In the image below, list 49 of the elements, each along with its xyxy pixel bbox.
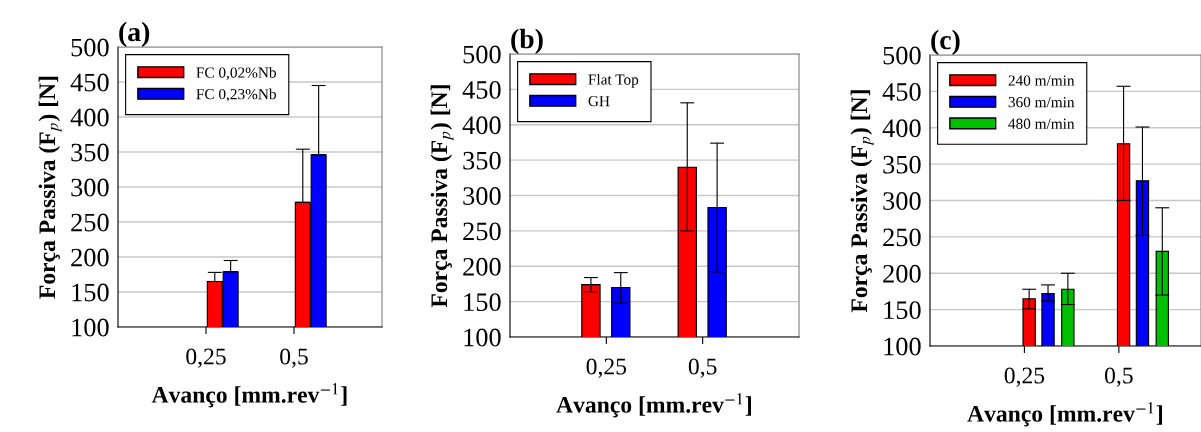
legend-label: FC 0,23%Nb (196, 88, 276, 102)
chart-title: (c) (931, 29, 960, 55)
y-tick-label: 350 (463, 151, 501, 170)
y-axis-title: Força Passiva (F$_{p}$) [N] (38, 76, 62, 299)
x-tick-label: 0,25 (1004, 367, 1045, 387)
y-tick-label: 100 (72, 318, 109, 337)
y-axis-title: Força Passiva (F$_{p}$) [N] (850, 90, 874, 313)
y-tick-label: 300 (883, 192, 921, 210)
x-axis-title: Avanço [mm.rev$^{−1}$] (151, 383, 347, 408)
y-tick-label: 150 (72, 283, 109, 302)
legend-label: 360 m/min (1008, 96, 1075, 108)
legend-label: FC 0,02%Nb (196, 66, 276, 80)
y-tick-label: 450 (70, 73, 109, 92)
y-tick-label: 350 (883, 155, 921, 174)
x-axis-title: Avanço [mm.rev$^{−1}$] (556, 393, 751, 418)
y-tick-label: 300 (463, 187, 501, 205)
chart-title: (b) (511, 28, 543, 54)
y-tick-label: 300 (71, 178, 109, 197)
y-tick-label: 150 (464, 293, 501, 312)
legend-label: 240 m/min (1008, 75, 1075, 86)
legend-label: GH (588, 96, 610, 107)
legend-label: Flat Top (588, 73, 639, 88)
x-tick-label: 0,25 (586, 358, 627, 378)
y-tick-label: 350 (71, 143, 109, 162)
x-tick-label: 0,5 (688, 358, 717, 378)
x-tick-label: 0,25 (186, 348, 226, 368)
y-tick-label: 400 (70, 108, 109, 127)
y-tick-label: 250 (463, 222, 501, 241)
chart-title: (a) (119, 21, 150, 47)
x-tick-label: 0,5 (1104, 367, 1133, 387)
y-tick-label: 400 (462, 116, 501, 135)
y-axis-title: Força Passiva (F$_{p}$) [N] (430, 85, 454, 308)
y-tick-label: 100 (884, 337, 921, 356)
y-tick-label: 100 (464, 328, 501, 347)
y-tick-label: 250 (71, 213, 109, 232)
y-tick-label: 150 (884, 301, 921, 320)
x-tick-label: 0,5 (280, 348, 308, 368)
y-tick-label: 200 (883, 264, 921, 283)
y-tick-label: 450 (882, 82, 921, 101)
x-axis-title: Avanço [mm.rev$^{−1}$] (967, 402, 1162, 427)
y-tick-label: 500 (883, 46, 921, 65)
y-tick-label: 200 (71, 248, 109, 267)
y-tick-label: 200 (463, 257, 501, 276)
y-tick-label: 450 (462, 80, 501, 99)
y-tick-label: 500 (463, 45, 501, 64)
y-tick-label: 400 (882, 119, 921, 138)
y-tick-label: 250 (883, 228, 921, 247)
y-tick-label: 500 (71, 38, 109, 57)
legend-label: 480 m/min (1008, 118, 1075, 129)
